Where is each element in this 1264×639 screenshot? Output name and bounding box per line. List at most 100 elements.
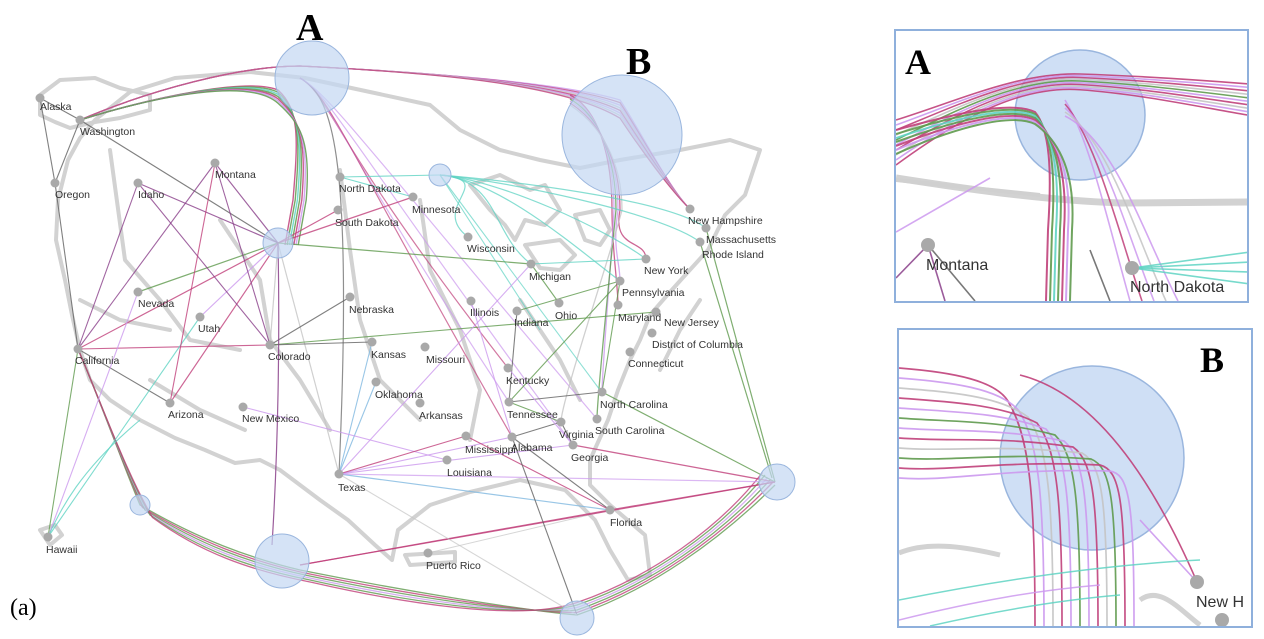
inset-b-edge-1 [899,377,1045,626]
inset-a-letter: A [905,42,931,82]
edge-new-mexico-louisiana [242,406,448,461]
node-wisconsin [463,232,473,242]
label-north-dakota: North Dakota [339,183,401,195]
node-puerto-rico [423,548,433,558]
label-district-of-columbia: District of Columbia [652,339,743,351]
label-new-jersey: New Jersey [664,317,720,329]
edge-tennessee-virginia [508,401,562,423]
edge-nd-mn-hub [339,174,441,178]
label-wisconsin: Wisconsin [467,243,515,255]
label-california: California [75,355,120,367]
node-missouri [420,342,430,352]
label-south-carolina: South Carolina [595,425,665,437]
edge-montana-hub-michigan [277,242,532,265]
label-montana: Montana [215,169,256,181]
node-alaska [35,93,45,103]
inset-a-misc-edge-6 [1131,267,1247,273]
inset-b-lower-edge-0 [899,559,1201,601]
label-illinois: Illinois [470,307,499,319]
inset-b-edge-nh-2 [1139,519,1198,583]
inset-b-lower-edge-1 [899,584,1101,621]
edge-california-colorado [77,344,271,350]
node-maryland [613,300,623,310]
label-virginia: Virginia [559,429,594,441]
node-south-carolina [592,414,602,424]
node-massachusetts [701,223,711,233]
inset-a-down-edge-5 [896,117,1070,301]
inset-a-down-edge-1 [896,108,1055,301]
letter-b: B [626,41,651,83]
edge-hub-bl-florida [299,509,611,566]
hub-right [758,463,796,501]
edge-ri-hub-right [699,241,773,479]
edge-texas-hub-right [338,473,776,483]
label-tennessee: Tennessee [507,409,558,421]
node-rhode-island [695,237,705,247]
edge-montana-hub-washington [79,119,279,244]
hub-montana [262,227,294,259]
node-florida [605,505,615,515]
hub-b [561,74,683,196]
inset-b-label-new-hampshire: New H [1196,594,1244,611]
inset-a-down-edge-3 [896,112,1062,301]
bundle-outer-2 [77,348,771,612]
edge-teal-new-york [439,174,647,260]
node-indiana [512,306,522,316]
label-idaho: Idaho [138,189,164,201]
label-mississippi: Mississippi [465,444,516,456]
edge-florida-puerto-rico [427,509,611,554]
inset-a-panel: Montana North Dakota A [894,29,1249,303]
label-texas: Texas [338,482,365,494]
edge-georgia-hub-right [572,444,776,483]
edge-kansas-colorado [269,341,373,346]
label-puerto-rico: Puerto Rico [426,560,481,572]
node-alabama [507,432,517,442]
label-pennsylvania: Pennsylvania [622,287,685,299]
edge-montana-hub-california [77,242,279,350]
edge-alaska-oregon [39,97,56,184]
label-indiana: Indiana [514,317,549,329]
label-kansas: Kansas [371,349,406,361]
inset-a-misc-edge-8 [1089,249,1111,301]
inset-a-down-edge-2 [896,110,1059,301]
inset-a-top-edge-4 [896,80,1247,141]
inset-a-top-edge-1 [896,74,1247,126]
edge-washington-oregon [54,119,81,184]
inset-a-misc-edge-5 [1131,261,1247,269]
edge-texas-alabama [338,436,513,475]
node-washington [75,115,85,125]
node-north-carolina [597,387,607,397]
label-rhode-island: Rhode Island [702,249,764,261]
inset-b-edge-11 [899,469,1135,626]
edge-teal-wisconsin [439,174,469,238]
edge-montana-hub-idaho [137,182,279,244]
edge-montana-hub-utah [199,242,279,318]
hub-bottom-left [254,533,310,589]
inset-b-edge-8 [899,447,1108,626]
label-nebraska: Nebraska [349,304,394,316]
inset-b-edge-4 [899,407,1072,626]
inset-b-edge-10 [899,462,1126,626]
edge-idaho-california [77,182,139,350]
edge-hub-a-kentucky [299,77,509,369]
edge-texas-mississippi [338,435,467,475]
hub-a [274,40,350,116]
edge-california-arizona [77,348,171,404]
inset-a-node-montana [921,238,935,252]
node-minnesota [408,192,418,202]
label-washington: Washington [80,126,135,138]
node-ohio [554,298,564,308]
inset-a-misc-edge-2 [927,244,946,301]
inset-b-edge-0 [899,367,1036,626]
inset-a-right-edge-4 [1064,115,1179,301]
edge-alabama-florida [511,436,611,511]
bundle-outer-5 [77,348,764,612]
inset-b-node-2 [1215,613,1229,626]
label-new-york: New York [644,265,689,277]
node-georgia [568,440,578,450]
node-michigan [526,259,536,269]
inset-a-label-montana: Montana [926,257,988,274]
edge-hawaii-california [47,348,79,538]
edge-colorado-nebraska [269,296,351,346]
node-kansas [367,337,377,347]
